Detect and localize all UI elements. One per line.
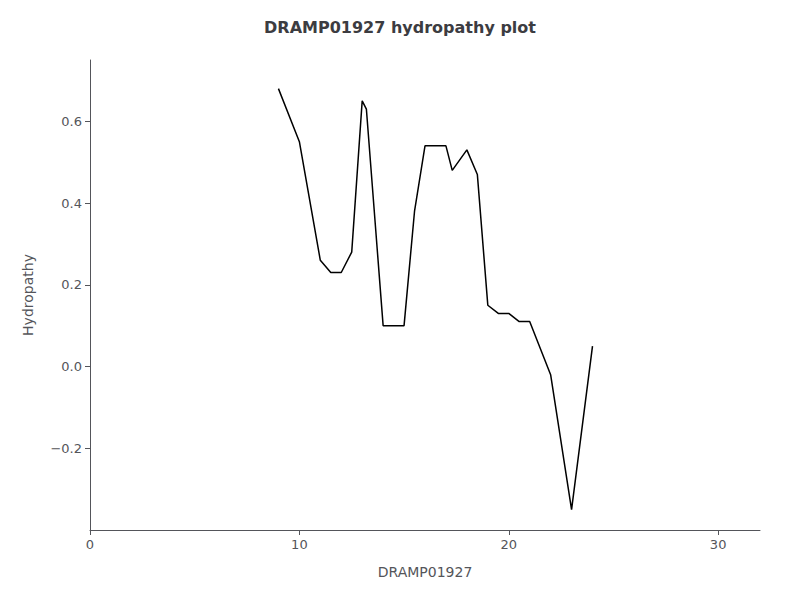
svg-text:0.2: 0.2 (61, 277, 82, 292)
svg-text:0.6: 0.6 (61, 114, 82, 129)
svg-text:20: 20 (500, 537, 517, 552)
svg-text:Hydropathy: Hydropathy (20, 254, 36, 336)
svg-text:10: 10 (291, 537, 308, 552)
svg-text:DRAMP01927: DRAMP01927 (378, 564, 473, 580)
svg-text:30: 30 (710, 537, 727, 552)
svg-text:−0.2: −0.2 (50, 441, 82, 456)
svg-text:0.4: 0.4 (61, 196, 82, 211)
svg-text:0: 0 (86, 537, 94, 552)
svg-text:0.0: 0.0 (61, 359, 82, 374)
svg-text:DRAMP01927 hydropathy plot: DRAMP01927 hydropathy plot (264, 18, 536, 37)
